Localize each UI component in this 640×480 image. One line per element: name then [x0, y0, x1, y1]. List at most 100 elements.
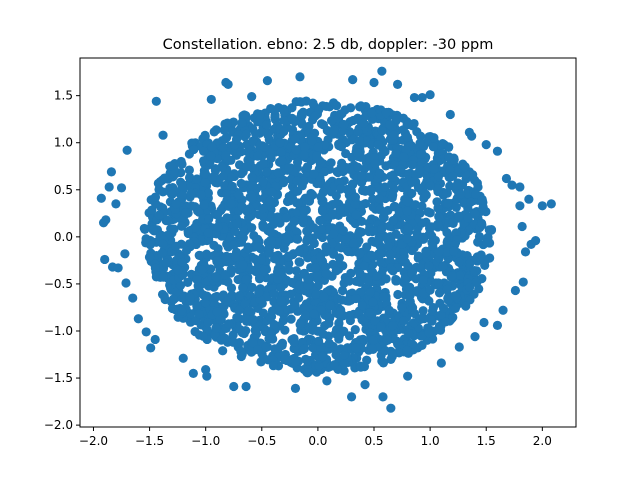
data-point	[402, 234, 412, 244]
data-point	[250, 325, 260, 335]
data-point	[281, 213, 291, 223]
data-point	[351, 293, 361, 304]
data-point	[336, 162, 346, 172]
data-point	[178, 353, 188, 363]
data-point	[391, 114, 401, 124]
data-point	[202, 291, 212, 301]
data-point	[229, 240, 239, 250]
data-point	[510, 285, 520, 296]
data-point	[331, 191, 341, 201]
data-point	[386, 403, 396, 413]
data-point	[302, 236, 312, 246]
data-point	[295, 72, 305, 82]
data-point	[325, 300, 335, 310]
data-point	[309, 309, 319, 319]
data-point	[253, 242, 264, 252]
data-point	[207, 172, 218, 182]
data-point	[348, 238, 359, 248]
data-point	[183, 277, 193, 287]
data-point	[469, 265, 480, 276]
data-point	[220, 134, 230, 144]
data-point	[294, 247, 304, 257]
data-point	[310, 263, 321, 273]
data-point	[292, 157, 303, 167]
data-point	[261, 120, 272, 130]
data-point	[311, 151, 322, 161]
data-point	[317, 206, 328, 216]
data-point	[421, 248, 431, 258]
chart-title: Constellation. ebno: 2.5 db, doppler: -3…	[163, 37, 494, 53]
data-point	[223, 277, 233, 287]
data-point	[360, 380, 370, 390]
data-point	[248, 338, 258, 348]
data-points	[96, 66, 556, 413]
data-point	[212, 256, 222, 266]
data-point	[460, 162, 470, 172]
data-point	[377, 66, 387, 76]
data-point	[310, 111, 320, 121]
data-point	[230, 226, 240, 236]
data-point	[444, 152, 454, 162]
data-point	[337, 109, 347, 119]
data-point	[351, 210, 361, 220]
data-point	[158, 272, 169, 282]
data-point	[407, 177, 417, 187]
data-point	[357, 185, 368, 196]
data-point	[279, 355, 290, 365]
data-point	[177, 306, 187, 316]
data-point	[537, 201, 547, 211]
data-point	[403, 328, 414, 338]
data-point	[335, 307, 345, 317]
data-point	[154, 210, 164, 220]
data-point	[451, 228, 461, 238]
data-point	[177, 221, 187, 231]
data-point	[318, 329, 328, 339]
data-point	[407, 188, 417, 198]
data-point	[477, 194, 487, 205]
data-point	[432, 197, 442, 207]
data-point	[501, 173, 512, 184]
data-point	[254, 274, 265, 284]
data-point	[290, 300, 300, 310]
data-point	[289, 216, 299, 227]
data-point	[418, 275, 428, 285]
data-point	[238, 260, 248, 270]
data-point	[273, 212, 283, 222]
data-point	[428, 142, 438, 152]
data-point	[329, 360, 340, 370]
data-point	[181, 245, 192, 256]
data-point	[456, 189, 466, 200]
data-point	[232, 218, 242, 229]
data-point	[202, 249, 212, 259]
data-point	[455, 270, 465, 281]
data-point	[234, 305, 244, 315]
data-point	[218, 346, 228, 356]
data-point	[248, 181, 258, 191]
data-point	[479, 317, 489, 328]
data-point	[403, 223, 413, 233]
data-point	[442, 284, 452, 294]
data-point	[276, 147, 286, 158]
data-point	[410, 200, 421, 210]
data-point	[468, 170, 478, 180]
data-point	[272, 267, 283, 277]
data-point	[222, 296, 232, 306]
data-point	[147, 205, 157, 215]
data-point	[144, 252, 155, 262]
data-point	[388, 266, 398, 276]
data-point	[341, 148, 351, 159]
data-point	[399, 152, 409, 162]
data-point	[418, 306, 428, 316]
data-point	[403, 371, 413, 381]
data-point	[203, 228, 214, 238]
data-point	[234, 190, 244, 200]
data-point	[250, 129, 261, 139]
data-point	[236, 147, 246, 157]
data-point	[353, 162, 363, 172]
data-point	[96, 193, 106, 203]
data-point	[224, 319, 234, 329]
data-point	[356, 101, 366, 111]
data-point	[289, 337, 299, 347]
x-tick-label: 0.0	[308, 434, 327, 448]
data-point	[454, 342, 464, 352]
